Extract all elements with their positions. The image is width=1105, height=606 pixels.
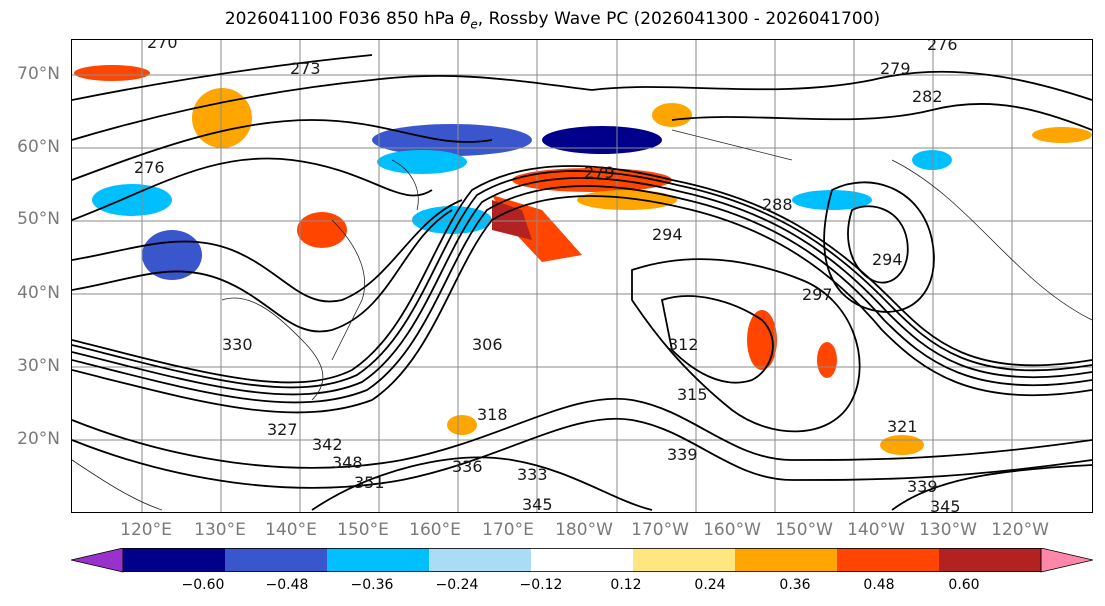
positive-anomaly — [74, 65, 150, 81]
title-suffix: , Rossby Wave PC (2026041300 - 202604170… — [477, 9, 881, 29]
contour-label: 294 — [872, 250, 903, 269]
contour-label: 339 — [667, 445, 698, 464]
contour-label: 282 — [912, 87, 943, 106]
lon-label-160w: 160°W — [703, 520, 761, 540]
colorbar-border — [122, 548, 1042, 572]
colorbar-tick: 0.60 — [948, 577, 980, 593]
contour-label: 348 — [332, 453, 363, 472]
contour-label: 297 — [802, 285, 833, 304]
positive-anomaly — [1032, 127, 1092, 143]
contour-label: 276 — [927, 40, 958, 54]
lat-label-50n: 50°N — [17, 209, 60, 229]
positive-anomaly — [512, 168, 672, 192]
lat-label-70n: 70°N — [17, 64, 60, 84]
lon-label-170w: 170°W — [631, 520, 689, 540]
colorbar-tick: 0.48 — [863, 577, 895, 593]
negative-anomaly — [372, 124, 532, 156]
positive-anomaly — [652, 103, 692, 127]
negative-anomaly — [792, 190, 872, 210]
colorbar-segment — [939, 548, 1042, 572]
colorbar-tick: −0.12 — [519, 577, 563, 593]
map-panel: 270 273 276 276 279 279 282 288 294 294 … — [71, 39, 1093, 513]
contour-label: 345 — [930, 497, 961, 512]
colorbar — [71, 548, 1093, 573]
negative-anomaly — [912, 150, 952, 170]
lat-label-30n: 30°N — [17, 356, 60, 376]
colorbar-segment — [735, 548, 838, 572]
colorbar-tick: −0.36 — [350, 577, 394, 593]
lon-label-160e: 160°E — [409, 520, 461, 540]
colorbar-segment — [327, 548, 430, 572]
contour-label: 342 — [312, 435, 343, 454]
contour-label: 333 — [517, 465, 548, 484]
lon-label-170e: 170°E — [482, 520, 534, 540]
colorbar-segment — [633, 548, 736, 572]
contour-label: 270 — [147, 40, 178, 52]
contour-label: 288 — [762, 195, 793, 214]
colorbar-segment — [123, 548, 226, 572]
lon-label-120w: 120°W — [991, 520, 1049, 540]
contour-label: 351 — [354, 473, 385, 492]
lat-label-60n: 60°N — [17, 137, 60, 157]
contour-label: 336 — [452, 457, 483, 476]
colorbar-segment — [837, 548, 940, 572]
lat-label-40n: 40°N — [17, 283, 60, 303]
contour-label: 273 — [290, 59, 321, 78]
positive-anomaly — [192, 88, 252, 148]
positive-anomaly — [492, 200, 532, 240]
colorbar-tick: 0.12 — [610, 577, 642, 593]
contour-label: 327 — [267, 420, 298, 439]
lon-label-150e: 150°E — [337, 520, 389, 540]
positive-anomaly — [447, 415, 477, 435]
map-title: 2026041100 F036 850 hPa θe, Rossby Wave … — [0, 9, 1105, 31]
positive-anomaly — [577, 190, 677, 210]
positive-anomaly — [880, 435, 924, 455]
lon-label-150w: 150°W — [775, 520, 833, 540]
colorbar-segment — [531, 548, 634, 572]
coastlines — [72, 129, 1092, 511]
contour-label: 339 — [907, 477, 938, 496]
title-prefix: 2026041100 F036 850 hPa — [224, 9, 460, 29]
contour-label: 345 — [522, 495, 553, 512]
colorbar-segment — [429, 548, 532, 572]
negative-anomaly — [92, 184, 172, 216]
contour-label: 321 — [887, 417, 918, 436]
contour-label: 306 — [472, 335, 503, 354]
lon-label-120e: 120°E — [120, 520, 172, 540]
lat-label-20n: 20°N — [17, 429, 60, 449]
positive-anomaly — [817, 342, 837, 378]
contour-label: 276 — [134, 158, 165, 177]
colorbar-tick: −0.60 — [181, 577, 225, 593]
contour-label: 315 — [677, 385, 708, 404]
colorbar-tick: −0.48 — [265, 577, 309, 593]
negative-anomaly — [142, 230, 202, 280]
negative-anomaly — [377, 150, 467, 174]
lon-label-140w: 140°W — [847, 520, 905, 540]
contour-label: 294 — [652, 225, 683, 244]
colorbar-segment — [225, 548, 328, 572]
contour-label: 279 — [584, 163, 615, 182]
lon-label-130e: 130°E — [194, 520, 246, 540]
positive-anomaly — [747, 310, 777, 370]
lon-label-180w: 180°W — [555, 520, 613, 540]
contour-label: 318 — [477, 405, 508, 424]
lon-label-140e: 140°E — [265, 520, 317, 540]
map-canvas: 270 273 276 276 279 279 282 288 294 294 … — [72, 40, 1092, 512]
contour-labels: 270 273 276 276 279 279 282 288 294 294 … — [134, 40, 961, 512]
contour-label: 312 — [668, 335, 699, 354]
contour-label: 279 — [880, 59, 911, 78]
colorbar-tick: 0.24 — [694, 577, 726, 593]
theta-subscript: e — [470, 17, 478, 32]
positive-anomaly — [297, 212, 347, 248]
colorbar-tick: −0.24 — [435, 577, 479, 593]
colorbar-tick: 0.36 — [779, 577, 811, 593]
theta-e-contours — [72, 54, 1092, 511]
colorbar-extend-max — [1040, 548, 1093, 573]
contour-label: 330 — [222, 335, 253, 354]
theta-symbol: θ — [460, 9, 471, 29]
colorbar-extend-min — [71, 548, 124, 573]
lon-label-130w: 130°W — [919, 520, 977, 540]
negative-anomaly — [542, 126, 662, 154]
